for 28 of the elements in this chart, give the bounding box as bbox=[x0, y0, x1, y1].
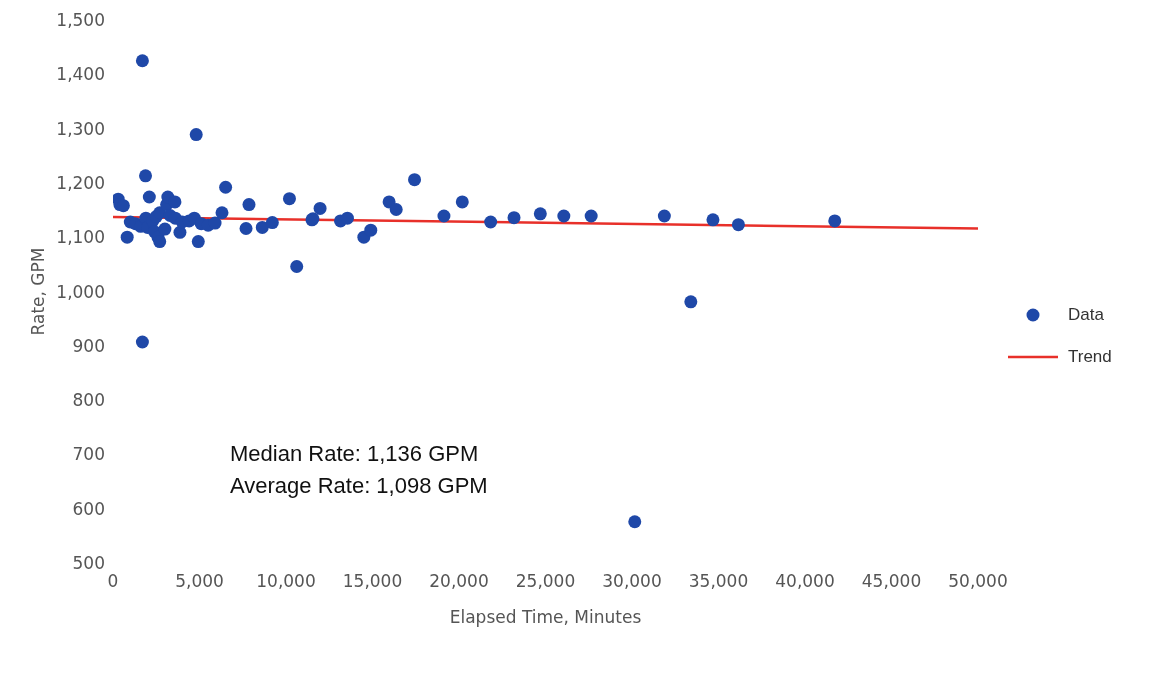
x-tick-label: 0 bbox=[107, 571, 119, 591]
legend-label: Trend bbox=[1068, 346, 1112, 367]
y-tick-label: 1,000 bbox=[56, 281, 105, 302]
x-tick-label: 45,000 bbox=[861, 571, 922, 591]
y-tick-label: 500 bbox=[72, 553, 105, 574]
y-tick-label: 900 bbox=[72, 335, 105, 356]
x-axis-title: Elapsed Time, Minutes bbox=[449, 607, 642, 627]
x-tick-label: 25,000 bbox=[515, 571, 576, 591]
y-tick-label: 600 bbox=[72, 498, 105, 519]
y-tick-label: 1,100 bbox=[56, 227, 105, 248]
annotation: Average Rate: 1,098 GPM bbox=[230, 472, 488, 500]
y-tick-label: 1,500 bbox=[56, 10, 105, 31]
annotation: Median Rate: 1,136 GPM bbox=[230, 440, 480, 468]
x-tick-label: 35,000 bbox=[688, 571, 749, 591]
x-tick-label: 15,000 bbox=[342, 571, 403, 591]
y-tick-label: 700 bbox=[72, 444, 105, 465]
y-tick-label: 800 bbox=[72, 390, 105, 411]
y-tick-label: 1,200 bbox=[56, 172, 105, 193]
x-tick-label: 50,000 bbox=[948, 571, 1008, 591]
x-tick-label: 10,000 bbox=[256, 571, 316, 591]
y-axis-title: Rate, GPM bbox=[28, 247, 49, 336]
legend-label: Data bbox=[1068, 304, 1104, 325]
x-tick-label: 40,000 bbox=[775, 571, 835, 591]
x-tick-label: 30,000 bbox=[602, 571, 662, 591]
x-tick-label: 20,000 bbox=[429, 571, 489, 591]
y-tick-label: 1,400 bbox=[56, 64, 105, 85]
x-tick-label: 5,000 bbox=[175, 571, 224, 591]
y-tick-label: 1,300 bbox=[56, 118, 105, 139]
